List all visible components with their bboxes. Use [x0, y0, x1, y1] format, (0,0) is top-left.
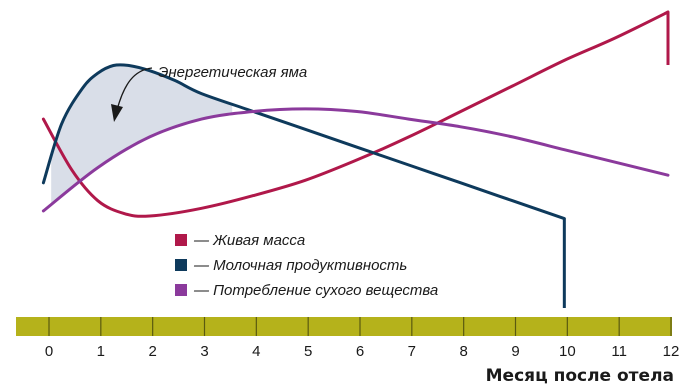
energy-gap-area — [51, 64, 233, 205]
legend-swatch-dry-matter — [175, 284, 187, 296]
x-tick-label-2: 2 — [148, 343, 156, 360]
series-line-milk-yield — [41, 63, 566, 221]
legend-swatch-live-weight — [175, 234, 187, 246]
x-axis-title: Месяц после отела — [486, 366, 674, 386]
x-tick-label-6: 6 — [356, 343, 364, 360]
legend: — Живая масса — Молочная продуктивность … — [175, 232, 438, 299]
legend-label-dry-matter: — Потребление сухого вещества — [193, 282, 438, 299]
x-tick-label-10: 10 — [559, 343, 576, 360]
x-tick-label-0: 0 — [45, 343, 53, 360]
series-line-dry-matter — [41, 107, 670, 213]
annotation-arrow — [116, 67, 153, 111]
x-tick-label-12: 12 — [663, 343, 680, 360]
x-tick-label-5: 5 — [304, 343, 312, 360]
x-tick-label-7: 7 — [408, 343, 416, 360]
legend-label-live-weight: — Живая масса — [193, 232, 305, 249]
legend-swatch-milk-yield — [175, 259, 187, 271]
annotation-label: Энергетическая яма — [158, 64, 307, 81]
x-tick-label-4: 4 — [252, 343, 260, 360]
x-tick-label-11: 11 — [611, 343, 627, 360]
series-line-live-weight — [41, 10, 670, 218]
x-tick-label-3: 3 — [200, 343, 208, 360]
annotation-arrowhead — [111, 104, 123, 122]
legend-label-milk-yield: — Молочная продуктивность — [193, 257, 407, 274]
x-tick-label-8: 8 — [459, 343, 467, 360]
x-tick-label-1: 1 — [97, 343, 105, 360]
x-tick-label-9: 9 — [511, 343, 519, 360]
x-axis-bar — [16, 317, 672, 336]
